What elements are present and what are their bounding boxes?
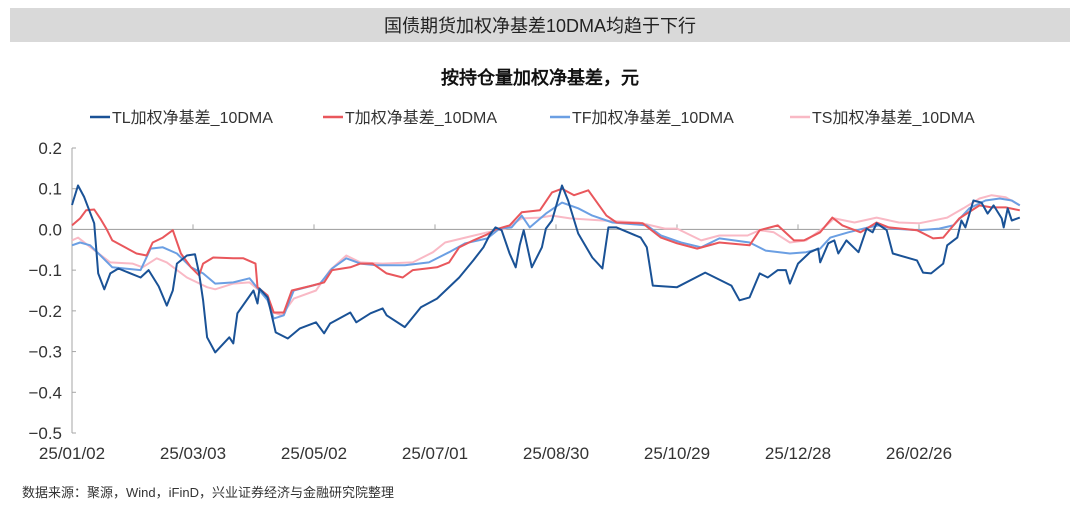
y-tick-label: 0.1 [38, 180, 62, 199]
y-tick-label: 0.0 [38, 220, 62, 239]
x-tick-label: 25/03/03 [160, 444, 226, 463]
y-tick-label: −0.1 [28, 261, 62, 280]
x-tick-label: 26/02/26 [886, 444, 952, 463]
y-tick-label: −0.4 [28, 383, 62, 402]
x-tick-label: 25/12/28 [765, 444, 831, 463]
x-tick-label: 25/08/30 [523, 444, 589, 463]
x-tick-label: 25/10/29 [644, 444, 710, 463]
legend-label-0: TL加权净基差_10DMA [112, 109, 273, 127]
series-line-1 [71, 187, 1021, 314]
y-tick-label: 0.2 [38, 139, 62, 158]
x-tick-label: 25/05/02 [281, 444, 347, 463]
legend: TL加权净基差_10DMA T加权净基差_10DMA TF加权净基差_10DMA TS… [90, 109, 975, 127]
legend-label-2: TF加权净基差_10DMA [572, 109, 734, 127]
axes: 0.2 0.1 0.0 −0.1 −0.2 −0.3 −0.4 −0.525/01/02 25/… [28, 139, 1020, 463]
series-line-0 [71, 184, 1021, 354]
source-note: 数据来源：聚源，Wind，iFinD，兴业证券经济与金融研究院整理 [22, 485, 394, 500]
y-tick-label: −0.2 [28, 302, 62, 321]
series-lines [71, 184, 1021, 354]
banner-title: 国债期货加权净基差10DMA均趋于下行 [10, 8, 1070, 42]
x-tick-label: 25/07/01 [402, 444, 468, 463]
legend-label-3: TS加权净基差_10DMA [812, 109, 975, 127]
x-tick-label: 25/01/02 [39, 444, 105, 463]
legend-label-1: T加权净基差_10DMA [345, 109, 497, 127]
y-tick-label: −0.5 [28, 424, 62, 443]
y-tick-label: −0.3 [28, 343, 62, 362]
chart-title: 按持仓量加权净基差，元 [441, 67, 639, 88]
